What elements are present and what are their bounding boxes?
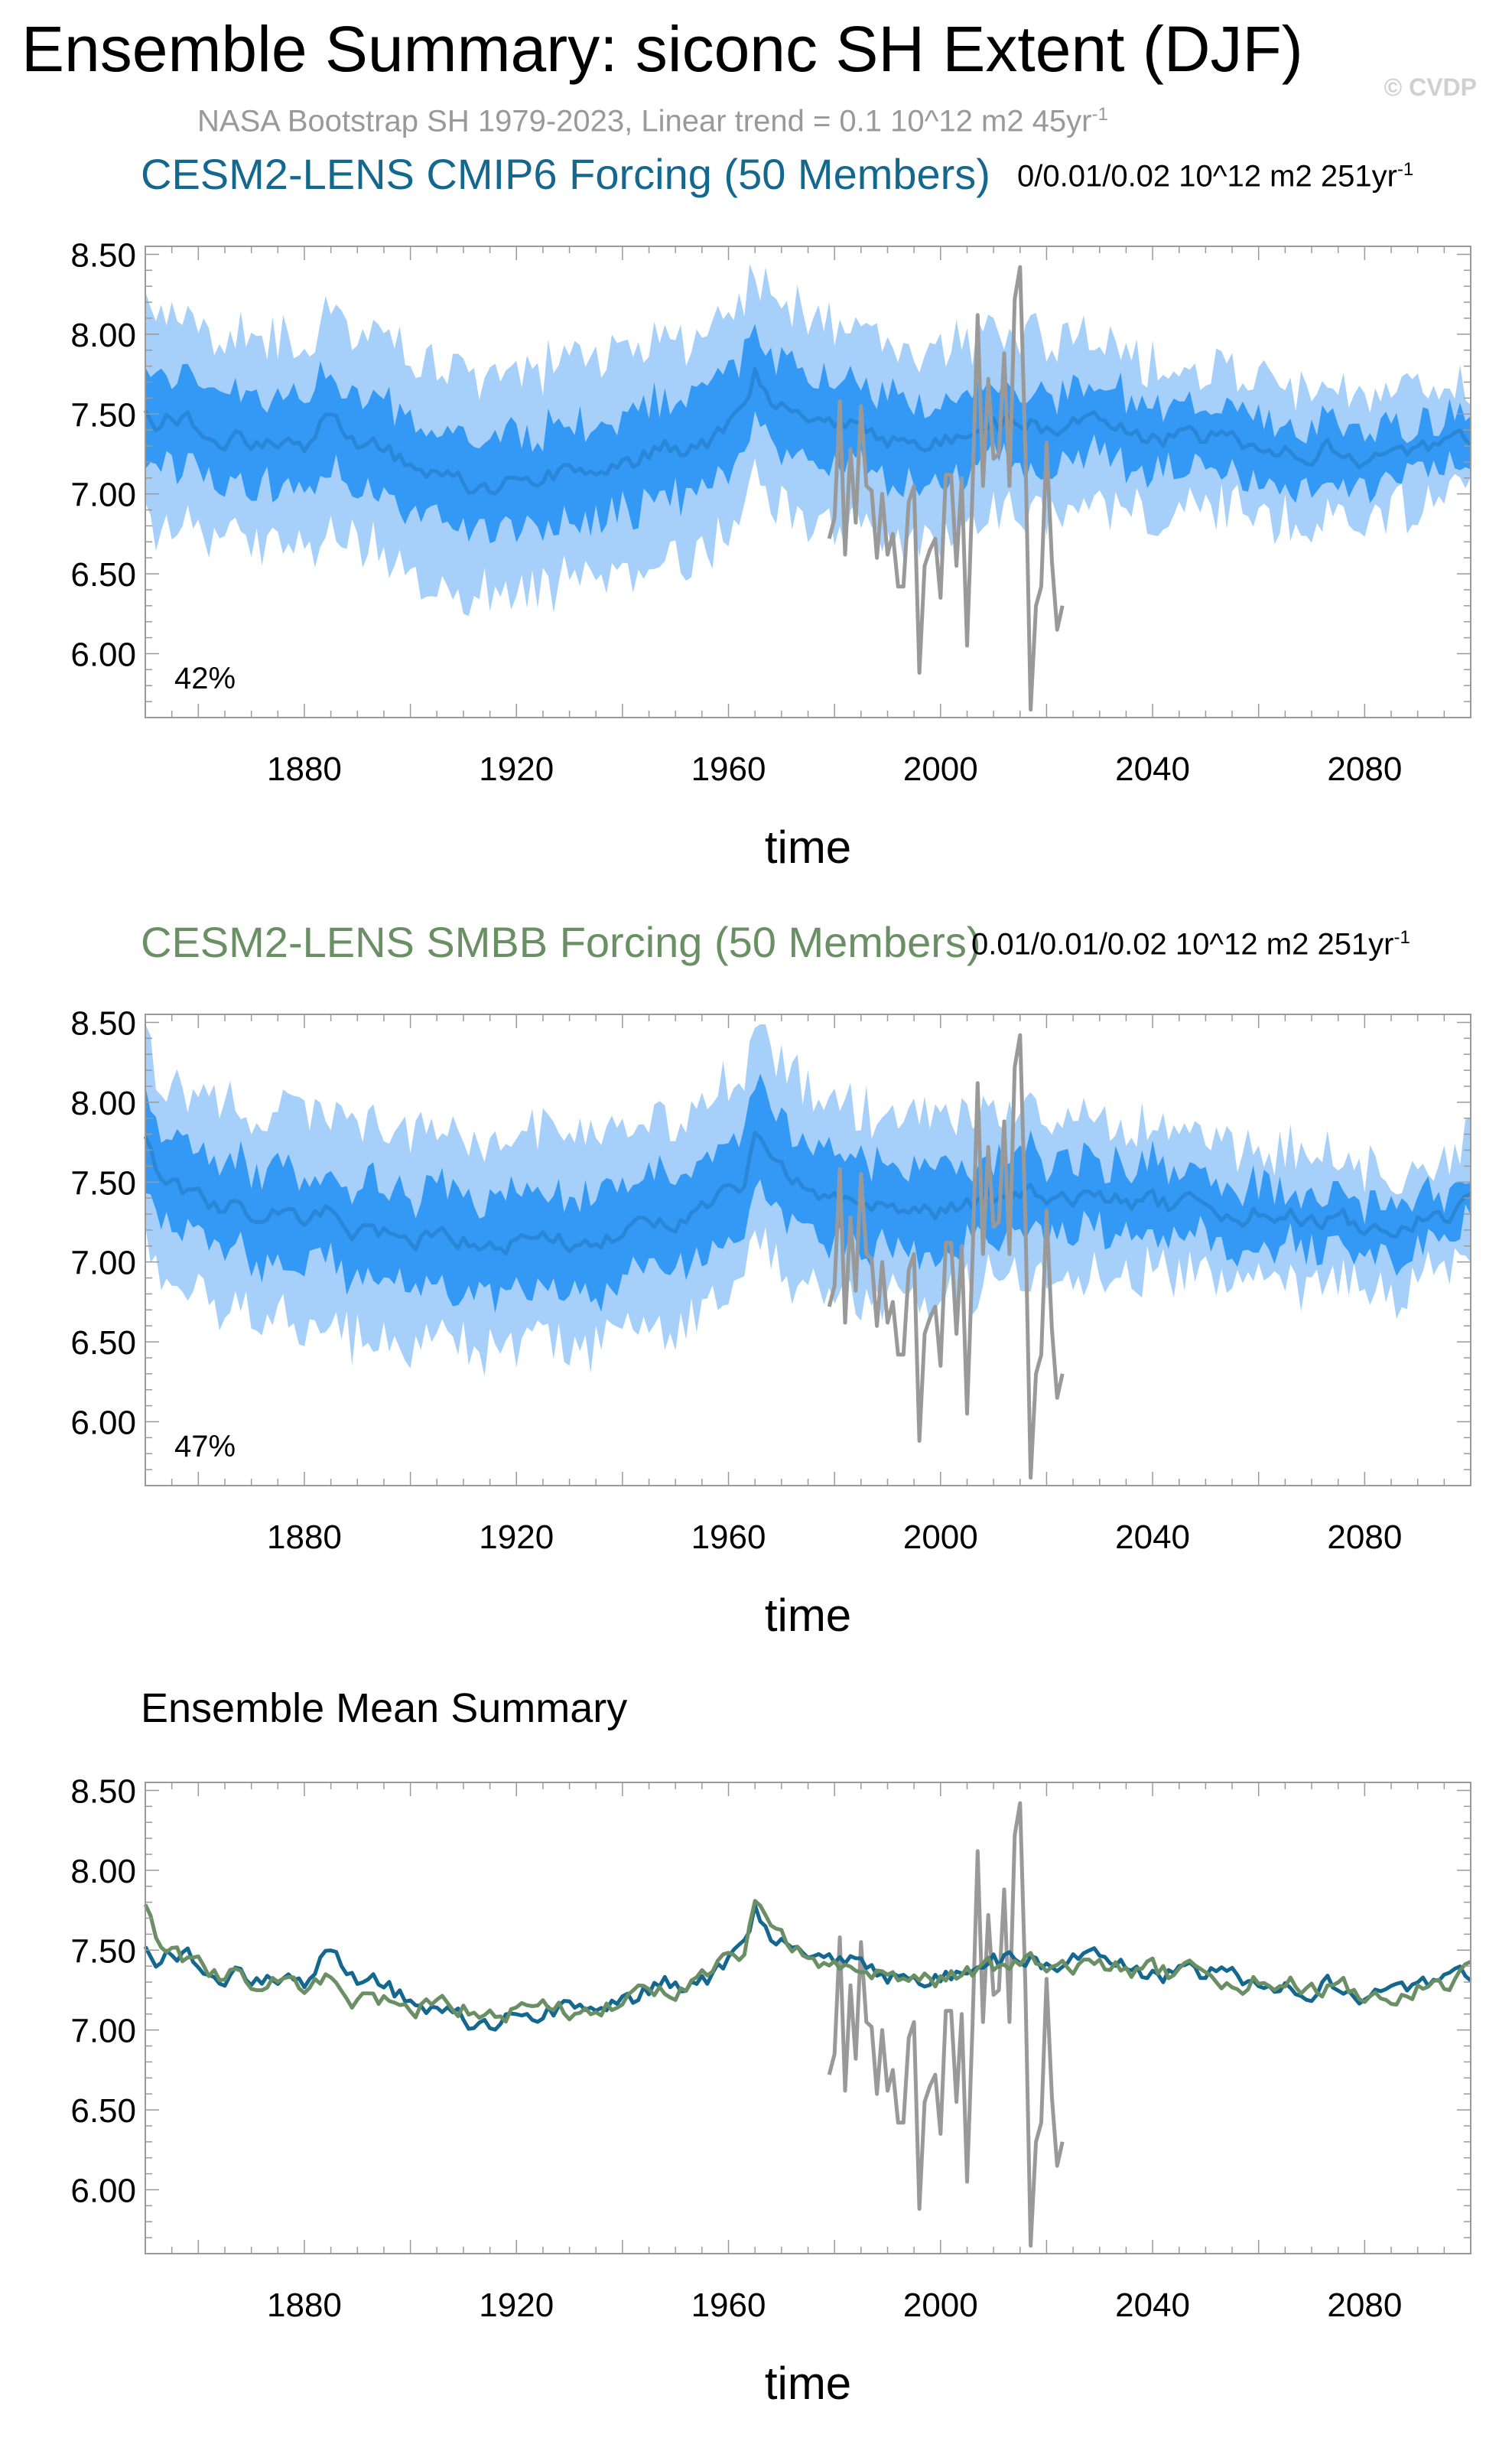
mean-cmip6-ensemble-mean-line xyxy=(143,1903,1472,2032)
smbb-percent-label: 47% xyxy=(174,1430,236,1463)
page-title: Ensemble Summary: siconc SH Extent (DJF) xyxy=(21,13,1303,85)
mean-xtick-label: 2080 xyxy=(1327,2287,1402,2324)
mean-xtick-label: 2000 xyxy=(903,2287,978,2324)
mean-xtick-label: 2040 xyxy=(1115,2287,1190,2324)
mean-ytick-label: 7.00 xyxy=(70,2013,136,2050)
cmip6-panel-title: CESM2-LENS CMIP6 Forcing (50 Members) xyxy=(141,150,990,198)
mean-ytick-label: 8.50 xyxy=(70,1772,136,1810)
smbb-ensemble-mean-line xyxy=(143,1131,1472,1256)
cmip6-ytick-label: 8.00 xyxy=(70,317,136,354)
smbb-ytick-label: 6.00 xyxy=(70,1404,136,1441)
cmip6-trend-value: 0/0.01/0.02 10^12 m2 251yr xyxy=(1017,159,1397,194)
smbb-observations-line xyxy=(827,1033,1065,1480)
obs-trend-subtitle: NASA Bootstrap SH 1979-2023, Linear tren… xyxy=(197,104,1108,138)
cmip6-xtick-label: 1920 xyxy=(479,750,554,788)
smbb-ytick-label: 8.00 xyxy=(70,1085,136,1122)
mean-ytick-label: 8.00 xyxy=(70,1853,136,1890)
cmip6-ytick-label: 7.00 xyxy=(70,477,136,514)
smbb-xtick-label: 2040 xyxy=(1115,1518,1190,1556)
mean-ytick-label: 6.00 xyxy=(70,2172,136,2209)
smbb-x-axis-label: time xyxy=(765,1590,851,1641)
cmip6-ytick-label: 6.50 xyxy=(70,556,136,594)
watermark: © CVDP xyxy=(1384,73,1477,101)
smbb-panel-title: CESM2-LENS SMBB Forcing (50 Members) xyxy=(141,918,981,966)
smbb-xtick-label: 1880 xyxy=(267,1518,342,1556)
smbb-ytick-label: 7.00 xyxy=(70,1245,136,1282)
mean-xtick-label: 1880 xyxy=(267,2287,342,2324)
obs-trend-text: NASA Bootstrap SH 1979-2023, Linear tren… xyxy=(197,104,1092,138)
mean-ytick-label: 7.50 xyxy=(70,1932,136,1970)
cmip6-xtick-label: 1880 xyxy=(267,750,342,788)
cmip6-trend-sup: -1 xyxy=(1397,159,1414,180)
smbb-xtick-label: 1960 xyxy=(691,1518,766,1556)
cmip6-x-axis-label: time xyxy=(765,822,851,873)
smbb-ytick-label: 6.50 xyxy=(70,1324,136,1362)
cmip6-ytick-label: 6.00 xyxy=(70,636,136,673)
smbb-xtick-label: 1920 xyxy=(479,1518,554,1556)
mean-ytick-label: 6.50 xyxy=(70,2092,136,2130)
smbb-trend-value: 0.01/0.01/0.02 10^12 m2 251yr xyxy=(971,927,1394,962)
cmip6-xtick-label: 1960 xyxy=(691,750,766,788)
smbb-xtick-label: 2080 xyxy=(1327,1518,1402,1556)
cmip6-ytick-label: 8.50 xyxy=(70,236,136,274)
smbb-trend-sup: -1 xyxy=(1393,927,1410,948)
smbb-trend-text: 0.01/0.01/0.02 10^12 m2 251yr-1 xyxy=(971,927,1410,962)
obs-trend-sup: -1 xyxy=(1091,104,1108,125)
smbb-ytick-label: 7.50 xyxy=(70,1164,136,1202)
cmip6-ensemble-mean-line xyxy=(143,367,1472,496)
cmip6-percent-label: 42% xyxy=(174,662,236,695)
smbb-inner-range-band xyxy=(145,1073,1471,1313)
cmip6-observations-line xyxy=(827,265,1065,712)
cmip6-ytick-label: 7.50 xyxy=(70,396,136,434)
smbb-ytick-label: 8.50 xyxy=(70,1004,136,1042)
mean-xtick-label: 1920 xyxy=(479,2287,554,2324)
cmip6-xtick-label: 2000 xyxy=(903,750,978,788)
mean-plot-frame xyxy=(145,1782,1471,2254)
mean-x-axis-label: time xyxy=(765,2358,851,2409)
cmip6-trend-text: 0/0.01/0.02 10^12 m2 251yr-1 xyxy=(1017,159,1414,194)
mean-xtick-label: 1960 xyxy=(691,2287,766,2324)
mean-smbb-ensemble-mean-line xyxy=(143,1899,1472,2024)
smbb-xtick-label: 2000 xyxy=(903,1518,978,1556)
cmip6-xtick-label: 2040 xyxy=(1115,750,1190,788)
mean-panel-title: Ensemble Mean Summary xyxy=(141,1685,628,1731)
cmip6-xtick-label: 2080 xyxy=(1327,750,1402,788)
mean-observations-line xyxy=(827,1801,1065,2248)
